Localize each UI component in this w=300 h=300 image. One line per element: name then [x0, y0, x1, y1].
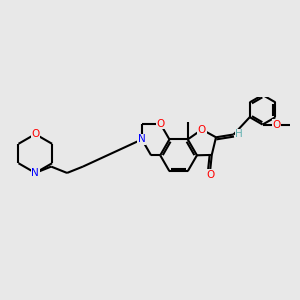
Text: N: N: [138, 134, 146, 144]
Text: O: O: [156, 118, 164, 128]
Text: O: O: [206, 170, 214, 180]
Text: H: H: [235, 130, 243, 140]
Text: O: O: [273, 120, 281, 130]
Text: O: O: [31, 129, 39, 139]
Text: O: O: [198, 124, 206, 134]
Text: N: N: [32, 168, 39, 178]
